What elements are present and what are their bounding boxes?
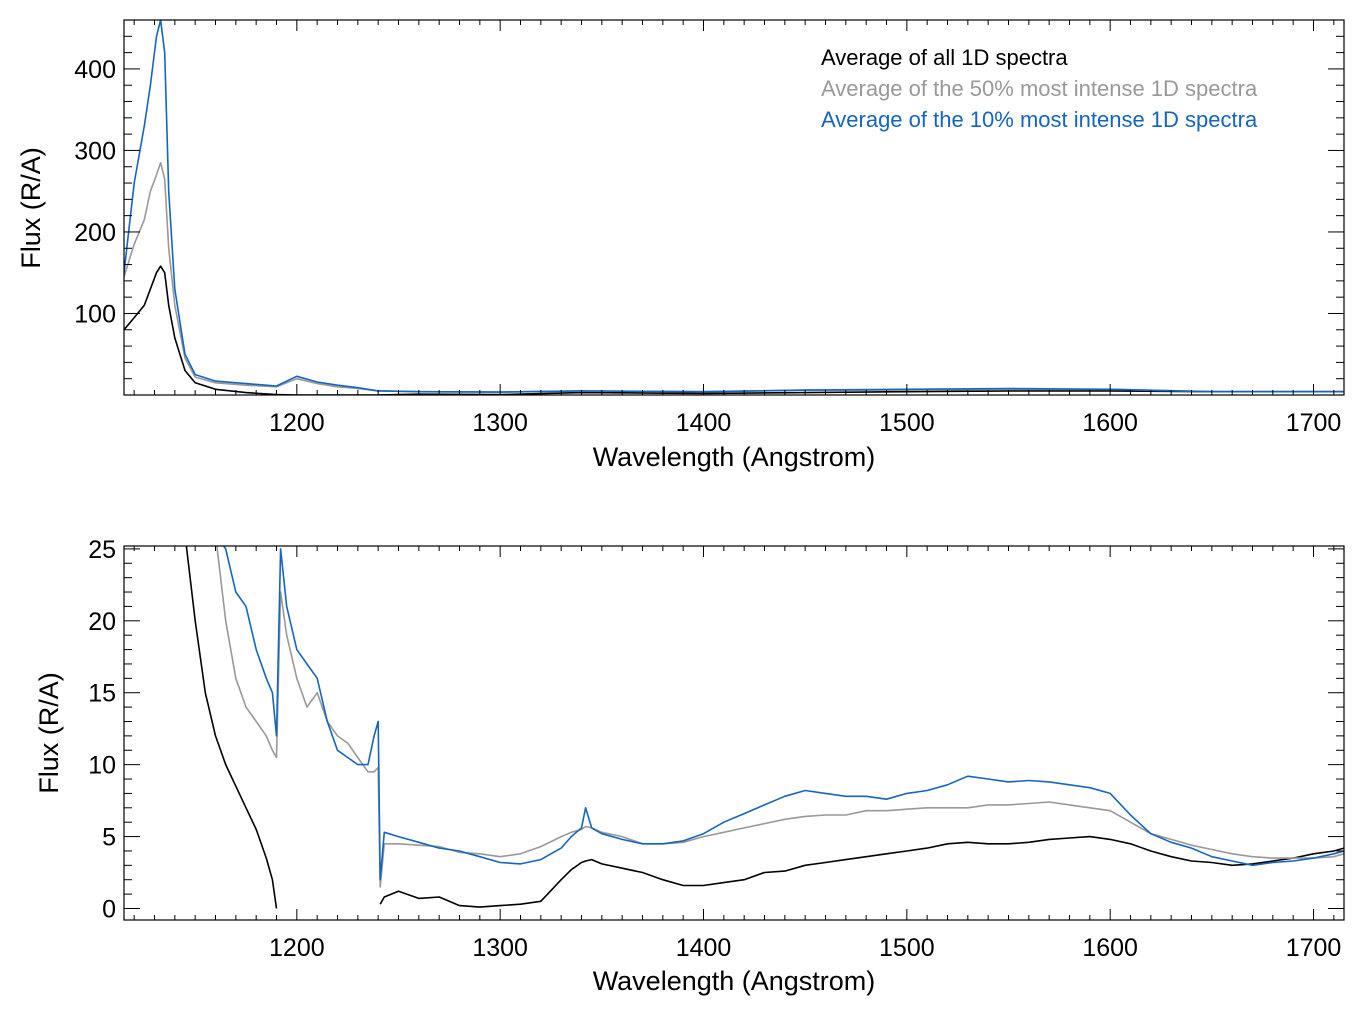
bottom-y-axis-label: Flux (R/A) [34, 672, 64, 794]
x-tick-label: 1400 [676, 409, 732, 437]
legend-entry-fifty: Average of the 50% most intense 1D spect… [821, 76, 1258, 101]
y-tick-label: 15 [88, 680, 116, 708]
x-tick-label: 1200 [269, 934, 325, 962]
y-tick-label: 200 [74, 219, 116, 247]
y-tick-label: 300 [74, 137, 116, 165]
top-y-axis-label: Flux (R/A) [16, 147, 46, 269]
x-tick-label: 1500 [879, 934, 935, 962]
y-tick-label: 10 [88, 752, 116, 780]
x-tick-label: 1600 [1082, 934, 1138, 962]
x-tick-label: 1300 [472, 934, 528, 962]
y-tick-label: 400 [74, 56, 116, 84]
top-panel-frame [123, 19, 1345, 396]
y-tick-label: 25 [88, 536, 116, 564]
y-tick-label: 5 [102, 824, 116, 852]
x-tick-label: 1700 [1286, 409, 1342, 437]
bottom-panel: 1200 1300 1400 1500 1600 1700 0 5 10 15 20 25 Wavel… [34, 536, 1345, 996]
bottom-panel-lines [185, 546, 1344, 909]
top-panel-lines [124, 20, 1344, 395]
legend: Average of all 1D spectra Average of the… [821, 45, 1258, 132]
series-line-all-panel-0 [124, 265, 1344, 395]
top-x-axis-label: Wavelength (Angstrom) [593, 442, 876, 472]
series-line-ten-panel-1 [222, 546, 1344, 881]
x-tick-label: 1200 [269, 409, 325, 437]
x-tick-label: 1400 [676, 934, 732, 962]
legend-entry-all: Average of all 1D spectra [821, 45, 1068, 70]
y-tick-label: 20 [88, 608, 116, 636]
series-line-all-panel-1 [185, 546, 1344, 909]
series-line-fifty-panel-1 [216, 546, 1344, 888]
legend-entry-ten: Average of the 10% most intense 1D spect… [821, 107, 1258, 132]
series-line-fifty-panel-0 [124, 161, 1344, 393]
top-panel: 1200 1300 1400 1500 1600 1700 100 200 300 400 Wav… [16, 19, 1345, 472]
top-panel-ticks: 1200 1300 1400 1500 1600 1700 100 200 300 400 [74, 19, 1344, 437]
x-tick-label: 1500 [879, 409, 935, 437]
bottom-x-axis-label: Wavelength (Angstrom) [593, 966, 876, 996]
y-tick-label: 0 [102, 895, 116, 923]
bottom-panel-frame [123, 545, 1345, 921]
series-line-ten-panel-0 [124, 20, 1344, 393]
y-tick-label: 100 [74, 300, 116, 328]
x-tick-label: 1600 [1082, 409, 1138, 437]
x-tick-label: 1300 [472, 409, 528, 437]
bottom-panel-ticks: 1200 1300 1400 1500 1600 1700 0 5 10 15 20 25 [88, 536, 1344, 962]
x-tick-label: 1700 [1286, 934, 1342, 962]
